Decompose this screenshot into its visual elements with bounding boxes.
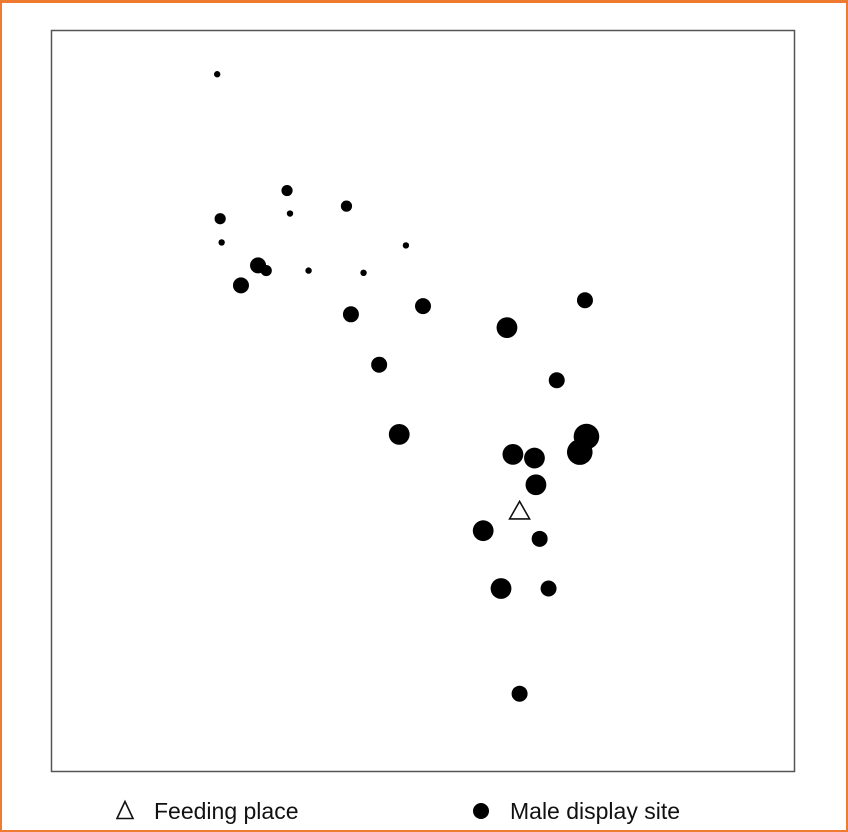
male-display-site-point <box>531 530 548 547</box>
male-display-site-point <box>540 580 557 597</box>
filled-circle-icon <box>473 803 489 819</box>
open-triangle-icon <box>115 799 135 820</box>
male-display-site-point <box>472 520 494 542</box>
legend-item-feeding-place: Feeding place <box>115 798 299 824</box>
male-display-site-point <box>214 213 226 225</box>
male-display-site-point <box>388 423 410 445</box>
male-display-site-point <box>371 356 388 373</box>
male-display-site-point <box>402 242 410 249</box>
feeding-place-point <box>508 499 531 520</box>
male-display-site-point <box>548 372 565 389</box>
male-display-site-point <box>496 317 518 339</box>
male-display-site-point <box>232 277 249 294</box>
male-display-site-point <box>260 264 272 277</box>
plot-area <box>50 29 796 773</box>
male-display-site-point <box>502 443 524 465</box>
legend-label-male-display-site: Male display site <box>510 798 680 824</box>
male-display-site-point <box>218 239 225 246</box>
legend: Feeding place Male display site <box>115 798 680 824</box>
male-display-site-point <box>511 685 528 702</box>
points-layer <box>213 71 600 702</box>
male-display-site-point <box>360 269 367 277</box>
legend-item-male-display-site: Male display site <box>473 798 680 824</box>
male-display-site-point <box>566 439 593 465</box>
male-display-site-point <box>213 71 221 78</box>
male-display-site-point <box>281 184 293 197</box>
male-display-site-point <box>286 210 294 217</box>
male-display-site-point <box>524 447 545 469</box>
male-display-site-point <box>305 267 312 274</box>
legend-label-feeding-place: Feeding place <box>154 798 299 824</box>
male-display-site-point <box>342 306 359 323</box>
male-display-site-point <box>525 474 547 496</box>
male-display-site-point <box>340 200 353 212</box>
male-display-site-point <box>415 298 431 315</box>
male-display-site-point <box>490 578 512 599</box>
male-display-site-point <box>576 292 593 309</box>
